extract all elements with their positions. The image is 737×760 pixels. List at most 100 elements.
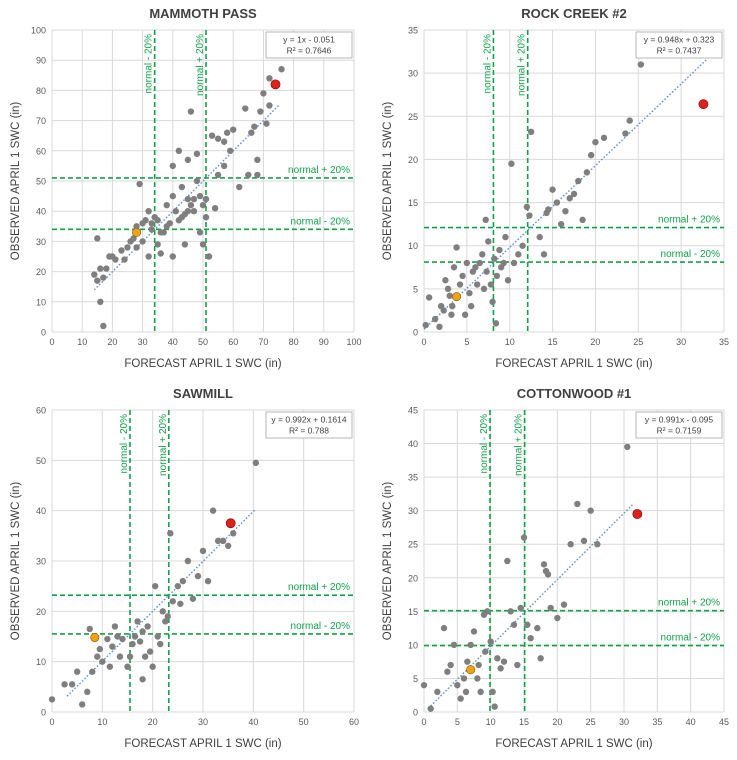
data-point [562,208,569,215]
chart-title: MAMMOTH PASS [149,6,257,21]
trendline [430,502,635,707]
x-tick-label: 40 [168,337,178,347]
scatter-chart-rock-creek-2: ROCK CREEK #2 0 5 10 15 20 25 30 35 0 5 10 15 20 25 30 3… [382,6,729,370]
y-tick-label: 10 [408,640,418,650]
x-tick-label: 25 [633,337,643,347]
data-point [169,162,176,170]
data-point [534,624,541,632]
data-point [587,151,595,159]
data-point [554,614,561,622]
data-point [537,655,544,662]
data-point [181,241,189,248]
data-point [146,648,154,655]
data-point [144,623,151,630]
y-tick-label: 50 [36,177,46,187]
normal-minus-vertical-label: normal - 20% [479,414,490,474]
data-point [500,259,507,267]
data-point [491,703,498,710]
data-point [545,206,552,213]
data-point [626,117,633,124]
data-point [61,681,68,688]
x-tick-label: 5 [455,717,460,727]
data-point [594,541,601,548]
data-point [463,259,471,267]
x-tick-label: 60 [228,337,238,347]
x-tick-label: 5 [464,337,469,347]
data-point [199,547,207,555]
data-point [94,235,101,242]
data-point [252,459,260,467]
data-point [527,128,535,136]
gridlines [51,29,355,333]
x-tick-label: 80 [289,337,299,347]
trendline-equation: y = 0.992x + 0.1614 [271,415,346,425]
y-tick-label: 40 [36,207,46,217]
data-point [187,108,195,115]
data-point [177,600,184,607]
data-point [487,281,495,288]
data-point [86,625,93,633]
data-point [224,542,232,550]
y-tick-label: 10 [36,657,46,667]
data-point [510,259,518,267]
y-tick-label: 35 [408,473,418,483]
data-point [427,705,434,712]
highlight-point-orange [466,665,476,675]
data-point [580,537,588,545]
data-point [492,320,500,327]
data-points [48,459,260,708]
data-point [211,204,219,212]
x-tick-label: 30 [138,337,148,347]
y-tick-label: 35 [408,26,418,36]
data-point [489,298,496,305]
y-tick-label: 30 [36,237,46,247]
data-point [553,199,561,206]
normal-plus-horizontal-label: normal + 20% [288,165,350,176]
x-axis-label: FORECAST APRIL 1 SWC (in) [495,358,652,370]
x-tick-label: 45 [719,717,729,727]
trendline-equation: y = 0.991x - 0.095 [645,415,714,425]
x-tick-label: 20 [148,717,158,727]
data-point [263,120,270,127]
data-point [199,241,207,248]
chart-title: ROCK CREEK #2 [521,6,626,21]
data-point [450,641,458,649]
data-point [460,675,468,682]
y-axis-label: OBSERVED APRIL 1 SWC (in) [382,102,394,261]
data-point [254,156,261,164]
data-point [557,220,565,228]
data-point [148,226,155,233]
x-tick-label: 0 [49,337,54,347]
y-tick-label: 40 [408,439,418,449]
data-point [178,183,186,191]
equation-box [265,31,353,59]
data-point [142,217,149,224]
data-point [116,653,124,660]
chart-title: SAWMILL [173,386,233,401]
data-point [464,658,471,665]
data-point [517,604,524,612]
data-point [549,186,556,193]
data-point [504,277,512,284]
y-tick-label: 60 [36,146,46,156]
data-point [141,653,149,660]
data-point [226,147,234,154]
data-point [637,61,645,68]
data-point [174,582,182,590]
data-point [160,229,167,236]
data-point [487,638,494,645]
data-point [169,253,176,260]
data-point [205,253,213,260]
data-point [494,655,501,662]
data-point [202,214,210,221]
data-point [266,102,273,109]
data-point [560,601,568,608]
data-point [504,557,511,565]
data-point [104,635,111,643]
data-point [485,238,492,245]
x-tick-label: 30 [619,717,629,727]
data-point [431,315,439,323]
y-tick-label: 45 [408,406,418,416]
equation-box [265,411,353,439]
data-point [230,530,237,537]
